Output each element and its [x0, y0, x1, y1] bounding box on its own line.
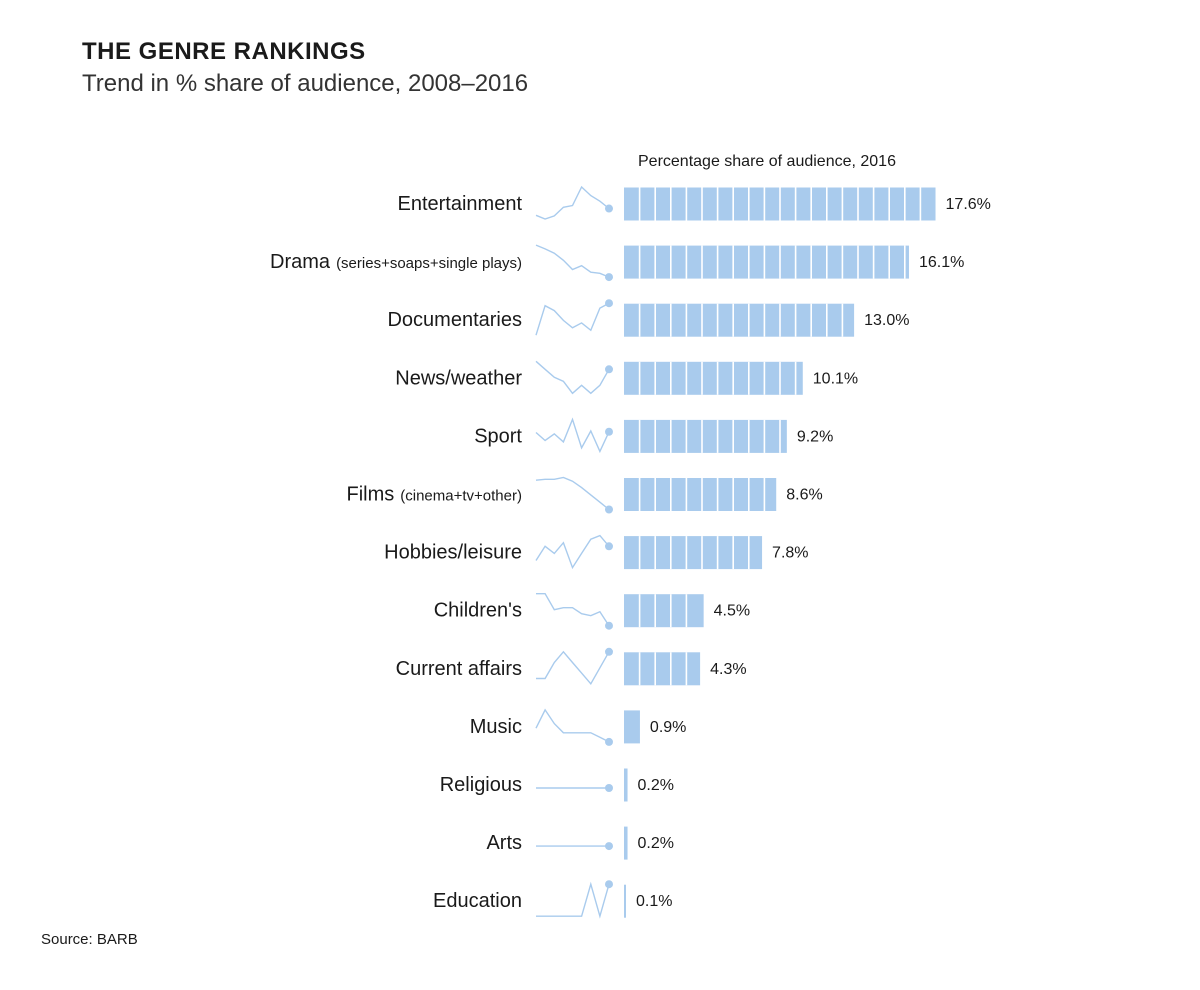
category-name: Arts — [486, 832, 522, 854]
value-label-music: 0.9% — [650, 719, 686, 736]
bar-current-affairs — [624, 652, 701, 686]
sparkline-films — [535, 476, 610, 511]
sparkline-current-affairs — [536, 650, 610, 686]
row-hobbies-leisure: Hobbies/leisure 7.8% — [384, 534, 809, 570]
value-label-news-weather: 10.1% — [813, 370, 858, 387]
sparkline-end-dot-music — [605, 737, 613, 746]
sparkline-hobbies-leisure — [535, 534, 610, 570]
page-title: THE GENRE RANKINGS — [82, 38, 366, 65]
category-name: Education — [433, 890, 522, 912]
sparkline-documentaries — [535, 302, 610, 336]
category-name: Religious — [440, 774, 522, 796]
sparkline-end-dot-documentaries — [605, 299, 613, 308]
category-label-entertainment: Entertainment — [397, 193, 522, 215]
category-name: Music — [470, 716, 522, 738]
value-label-films: 8.6% — [786, 487, 822, 504]
category-name: Sport — [474, 425, 522, 447]
row-documentaries: Documentaries 13.0% — [387, 299, 909, 337]
sparkline-education — [536, 881, 610, 919]
sparkline-end-dot-children-s — [605, 621, 613, 630]
row-drama: Drama (series+soaps+single plays) 16.1% — [270, 244, 964, 282]
category-name: Children's — [434, 600, 522, 622]
value-label-entertainment: 17.6% — [946, 196, 991, 213]
bar-music — [624, 710, 640, 744]
bar-children-s — [624, 594, 704, 628]
category-label-drama: Drama (series+soaps+single plays) — [270, 251, 522, 273]
bar-axis-title: Percentage share of audience, 2016 — [638, 153, 896, 170]
category-label-children-s: Children's — [434, 600, 522, 622]
row-music: Music 0.9% — [470, 708, 686, 746]
sparkline-end-dot-religious — [605, 784, 613, 792]
category-label-news-weather: News/weather — [395, 367, 522, 389]
sparkline-end-dot-films — [605, 505, 613, 514]
sparkline-end-dot-current-affairs — [605, 647, 613, 656]
row-news-weather: News/weather 10.1% — [395, 360, 858, 395]
value-label-documentaries: 13.0% — [864, 312, 909, 329]
sparkline-end-dot-drama — [605, 273, 613, 282]
bar-sport — [624, 419, 787, 453]
bar-education — [624, 884, 626, 918]
row-religious: Religious 0.2% — [440, 768, 674, 802]
row-arts: Arts 0.2% — [486, 826, 674, 860]
category-label-religious: Religious — [440, 774, 522, 796]
row-sport: Sport 9.2% — [474, 417, 833, 454]
row-films: Films (cinema+tv+other) 8.6% — [347, 476, 823, 514]
category-name: Entertainment — [397, 193, 522, 215]
value-label-drama: 16.1% — [919, 254, 964, 271]
sparkline-end-dot-education — [605, 880, 613, 889]
sparkline-end-dot-sport — [605, 427, 613, 436]
sparkline-end-dot-hobbies-leisure — [605, 542, 613, 551]
value-label-current-affairs: 4.3% — [710, 661, 746, 678]
sparkline-end-dot-entertainment — [605, 204, 613, 213]
value-label-arts: 0.2% — [638, 835, 674, 852]
category-name: Drama — [270, 251, 331, 273]
category-name: Hobbies/leisure — [384, 542, 522, 564]
value-label-hobbies-leisure: 7.8% — [772, 545, 808, 562]
bar-hobbies-leisure — [624, 536, 763, 570]
category-name: Current affairs — [396, 658, 522, 680]
category-name: Films — [347, 484, 395, 506]
category-label-music: Music — [470, 716, 522, 738]
category-label-current-affairs: Current affairs — [396, 658, 522, 680]
category-name: News/weather — [395, 367, 522, 389]
bar-religious — [624, 768, 628, 802]
bar-arts — [624, 826, 628, 860]
category-label-arts: Arts — [486, 832, 522, 854]
sparkline-entertainment — [535, 185, 610, 220]
sparkline-music — [535, 708, 610, 743]
value-label-education: 0.1% — [636, 893, 672, 910]
row-children-s: Children's 4.5% — [434, 593, 750, 630]
category-label-education: Education — [433, 890, 522, 912]
sparkline-sport — [535, 417, 610, 454]
category-label-sport: Sport — [474, 425, 522, 447]
bar-films — [624, 478, 777, 511]
row-current-affairs: Current affairs 4.3% — [396, 647, 747, 686]
value-label-children-s: 4.5% — [714, 603, 750, 620]
category-label-documentaries: Documentaries — [387, 309, 522, 331]
category-note: (cinema+tv+other) — [400, 488, 522, 505]
row-entertainment: Entertainment 17.6% — [397, 185, 991, 221]
bar-news-weather — [624, 361, 803, 395]
value-label-sport: 9.2% — [797, 428, 833, 445]
category-name: Documentaries — [387, 309, 522, 331]
sparkline-children-s — [536, 593, 610, 627]
category-label-hobbies-leisure: Hobbies/leisure — [384, 542, 522, 564]
bar-documentaries — [624, 303, 855, 337]
row-education: Education 0.1% — [433, 880, 672, 919]
page-subtitle: Trend in % share of audience, 2008–2016 — [82, 70, 529, 97]
sparkline-drama — [535, 244, 610, 278]
category-label-films: Films (cinema+tv+other) — [347, 484, 523, 506]
sparkline-end-dot-news-weather — [605, 365, 613, 374]
source-note: Source: BARB — [41, 931, 138, 948]
bar-drama — [624, 245, 909, 279]
sparkline-end-dot-arts — [605, 842, 613, 851]
sparkline-news-weather — [535, 360, 610, 395]
value-label-religious: 0.2% — [638, 777, 674, 794]
chart-rows: Entertainment 17.6% Drama (series+soaps+sin… — [270, 185, 991, 919]
category-note: (series+soaps+single plays) — [336, 255, 522, 272]
